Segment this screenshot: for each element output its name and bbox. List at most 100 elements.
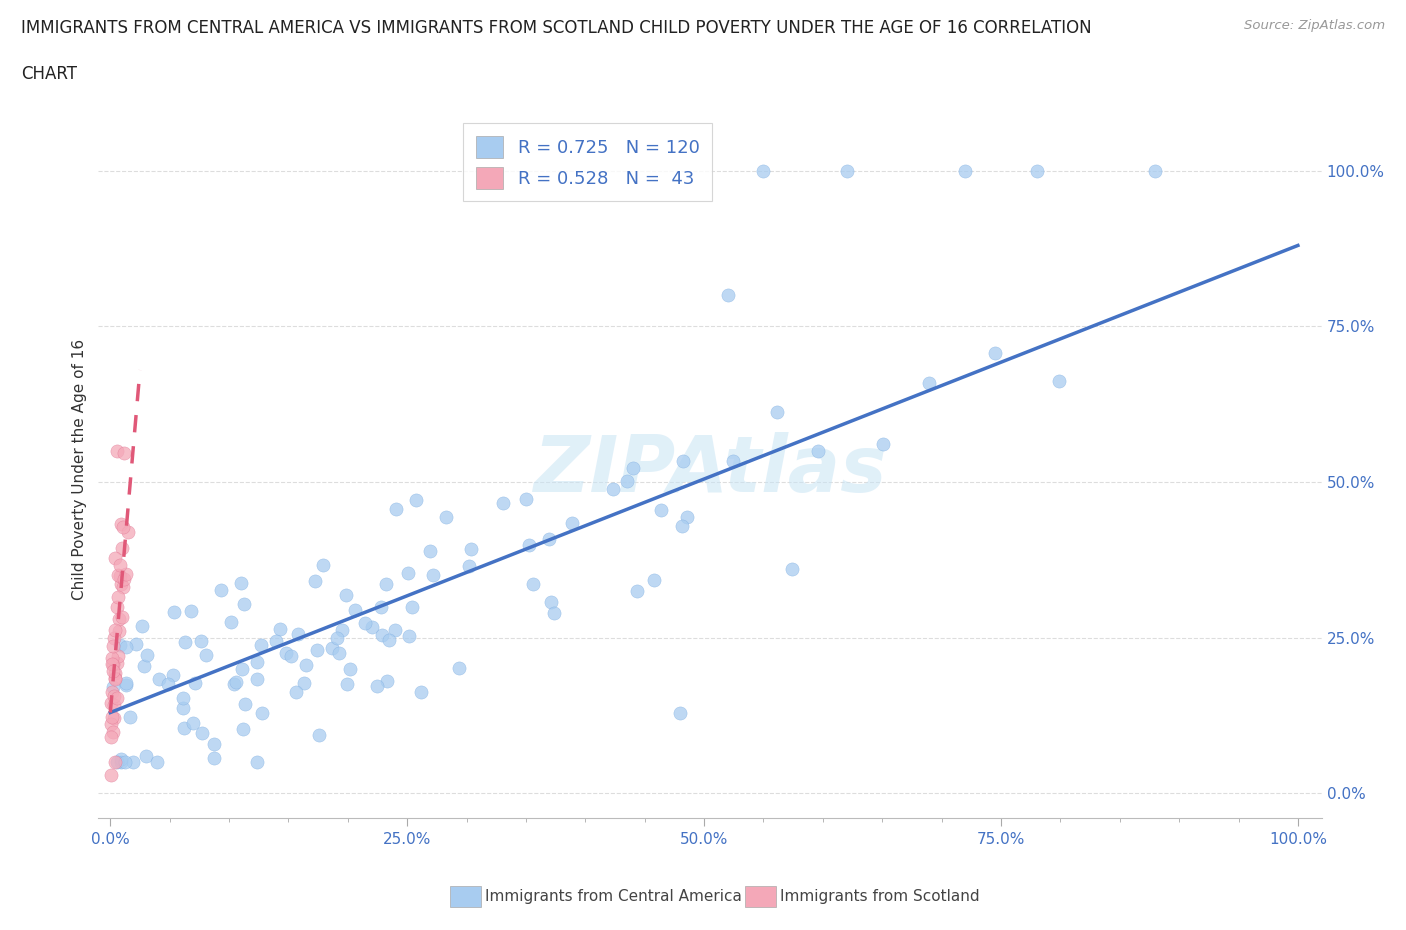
Point — [361, 619, 384, 634]
Point — [676, 510, 699, 525]
Point — [104, 671, 127, 685]
Point — [162, 668, 184, 683]
Text: Source: ZipAtlas.com: Source: ZipAtlas.com — [1244, 19, 1385, 32]
Text: ZIPAtlas: ZIPAtlas — [533, 432, 887, 508]
Point — [103, 711, 125, 725]
Point — [107, 444, 129, 458]
Point — [191, 726, 214, 741]
Point — [107, 567, 129, 582]
Point — [107, 590, 129, 604]
Point — [101, 664, 124, 679]
Point — [132, 658, 155, 673]
Point — [264, 633, 287, 648]
Point — [105, 656, 128, 671]
Point — [643, 573, 665, 588]
Point — [330, 623, 353, 638]
Point — [371, 628, 394, 643]
Point — [434, 510, 457, 525]
Point — [105, 755, 128, 770]
Point — [339, 661, 361, 676]
Point — [114, 676, 136, 691]
Point — [202, 737, 225, 751]
Point — [225, 674, 247, 689]
Point — [752, 164, 775, 179]
Point — [101, 657, 124, 671]
Point — [515, 492, 537, 507]
Point — [110, 540, 132, 555]
Point — [621, 460, 644, 475]
Point — [304, 574, 326, 589]
Text: Immigrants from Scotland: Immigrants from Scotland — [780, 889, 980, 904]
Text: Immigrants from Central America: Immigrants from Central America — [485, 889, 742, 904]
Point — [108, 611, 131, 626]
Point — [101, 650, 124, 665]
Point — [107, 600, 129, 615]
Point — [181, 716, 204, 731]
Point — [401, 599, 423, 614]
Point — [115, 566, 138, 581]
Point — [125, 637, 148, 652]
Point — [955, 164, 977, 179]
Point — [780, 562, 803, 577]
Point — [115, 678, 138, 693]
Point — [249, 637, 271, 652]
Text: CHART: CHART — [21, 65, 77, 83]
Point — [111, 609, 134, 624]
Point — [522, 577, 544, 591]
Point — [172, 701, 194, 716]
Point — [112, 445, 135, 460]
Point — [232, 596, 254, 611]
Point — [110, 752, 132, 767]
Point — [458, 559, 481, 574]
Point — [232, 722, 254, 737]
Point — [183, 675, 205, 690]
Point — [100, 717, 122, 732]
Point — [108, 624, 131, 639]
Point — [366, 678, 388, 693]
Point — [650, 502, 672, 517]
Point — [872, 436, 894, 451]
Point — [449, 661, 471, 676]
Point — [336, 677, 359, 692]
Point — [190, 633, 212, 648]
Point — [246, 671, 269, 686]
Point — [377, 673, 399, 688]
Point — [807, 444, 830, 458]
Point — [321, 641, 343, 656]
Point — [669, 705, 692, 720]
Point — [231, 662, 253, 677]
Point — [308, 727, 330, 742]
Point — [561, 516, 583, 531]
Point — [104, 551, 127, 565]
Point — [108, 558, 131, 573]
Point — [370, 599, 392, 614]
Point — [224, 677, 246, 692]
Point — [101, 724, 124, 739]
Point — [723, 454, 745, 469]
Point — [101, 657, 124, 671]
Point — [111, 579, 134, 594]
Point — [105, 691, 128, 706]
Point — [104, 755, 127, 770]
Point — [517, 538, 540, 552]
Point — [163, 604, 186, 619]
Point — [146, 755, 169, 770]
Point — [195, 648, 218, 663]
Point — [384, 622, 406, 637]
Point — [1144, 164, 1167, 179]
Point — [117, 525, 139, 539]
Point — [101, 638, 124, 653]
Point — [219, 615, 242, 630]
Point — [543, 605, 565, 620]
Point — [122, 755, 145, 770]
Point — [135, 749, 157, 764]
Point — [104, 622, 127, 637]
Point — [835, 164, 858, 179]
Point — [280, 648, 302, 663]
Point — [269, 621, 291, 636]
Point — [100, 730, 122, 745]
Point — [115, 640, 138, 655]
Point — [156, 676, 179, 691]
Point — [328, 645, 350, 660]
Point — [540, 594, 562, 609]
